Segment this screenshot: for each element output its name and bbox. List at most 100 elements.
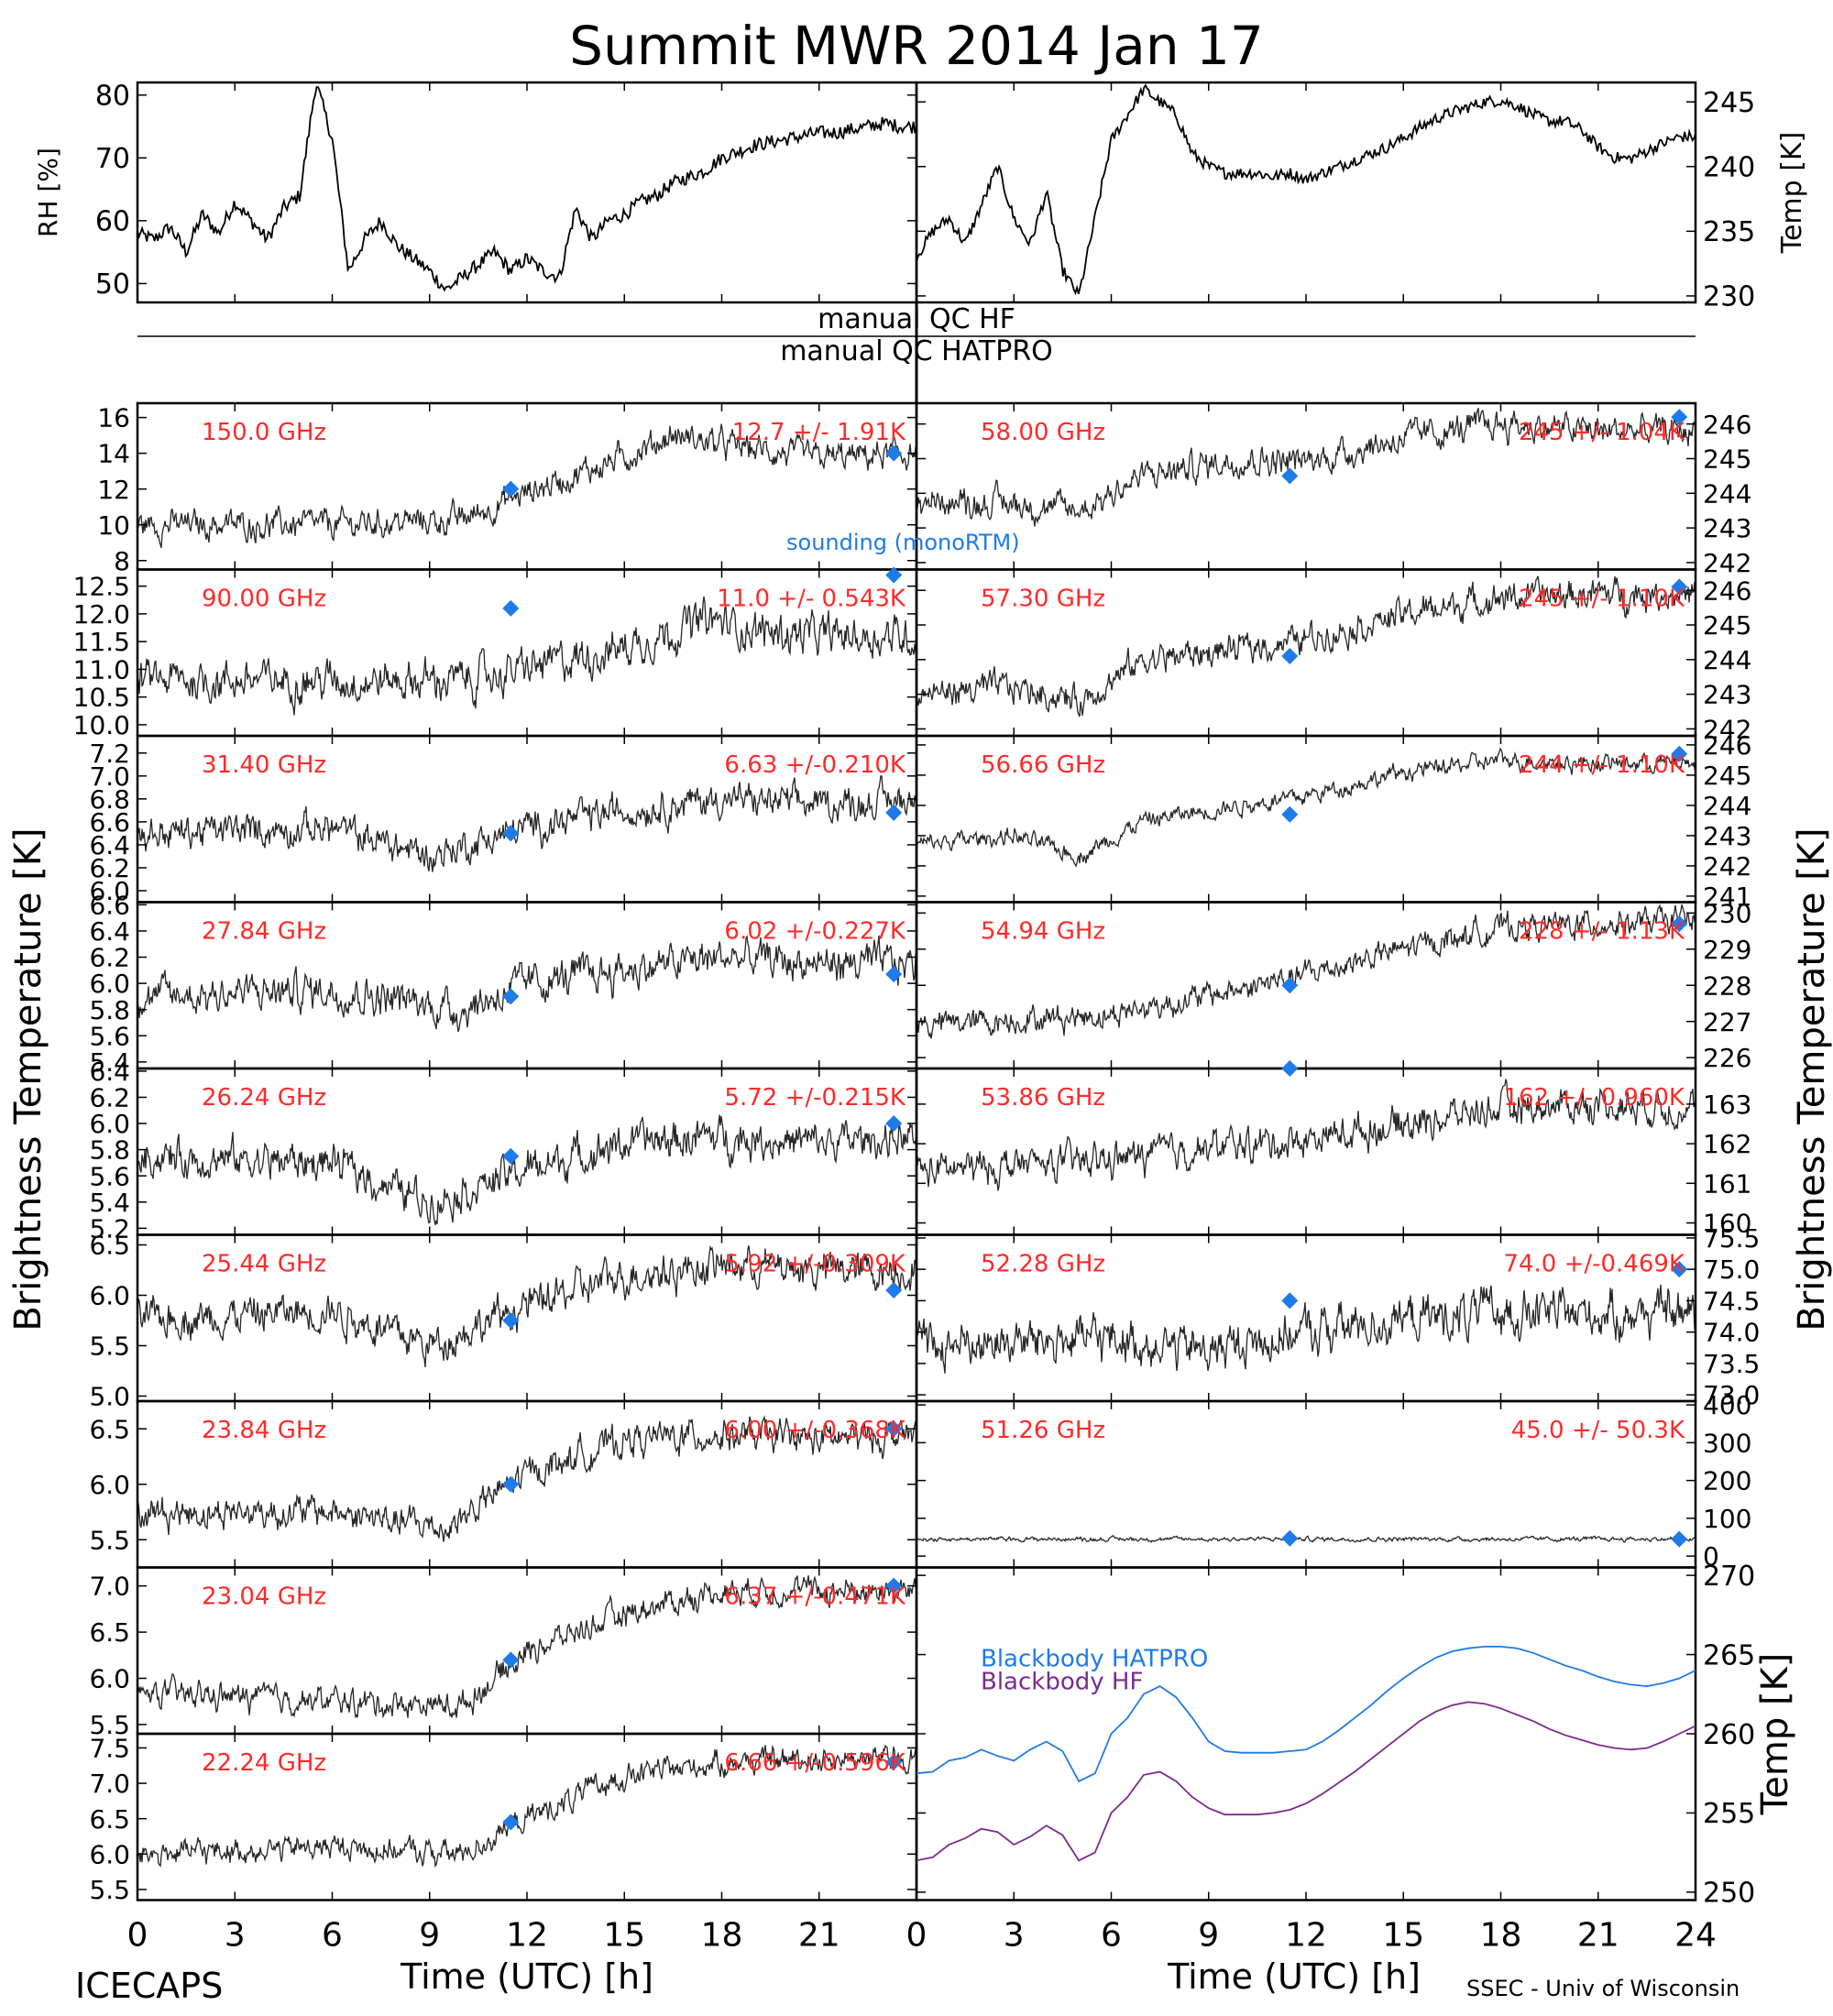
sounding-marker: [1671, 409, 1688, 426]
y-tick-label: 227: [1703, 1007, 1751, 1037]
y-tick-label: 6.0: [89, 1839, 130, 1869]
y-tick-label: 270: [1703, 1561, 1755, 1593]
y-tick-label: 229: [1703, 935, 1751, 965]
sounding-marker: [1671, 745, 1688, 762]
sounding-marker: [885, 966, 903, 983]
x-tick-label: 6: [1101, 1917, 1122, 1955]
sounding-marker: [885, 1753, 903, 1770]
top-panels: 50 60 70 80 RH [%] 230 235 240 245 Temp [K]: [33, 81, 1808, 313]
brightness-temp-series: [137, 934, 917, 1033]
freq-panel: 160 161 162 163 53.86 GHz 162 +/- 0.960K: [915, 1060, 1751, 1239]
freq-label: 23.84 GHz: [202, 1417, 326, 1444]
y-tick-label: 244: [1703, 791, 1751, 821]
brightness-temp-series: [137, 1744, 917, 1868]
y-tick-label: 60: [95, 206, 130, 238]
x-tick-label: 3: [225, 1917, 246, 1955]
stat-label: 162 +/- 0.960K: [1503, 1084, 1685, 1112]
y-tick-label: 0: [1703, 1541, 1719, 1572]
brightness-temp-series: [916, 408, 1696, 527]
freq-panel: 0 100 200 300 400 51.26 GHz 45.0 +/- 50.3K: [915, 1390, 1751, 1572]
freq-label: 23.04 GHz: [202, 1583, 326, 1611]
freq-label: 53.86 GHz: [981, 1084, 1105, 1112]
stat-label: 5.92 +/-0.309K: [724, 1251, 906, 1278]
y-axis-label-left: Brightness Temperature [K]: [7, 827, 49, 1331]
brightness-temp-series: [137, 1114, 917, 1225]
y-tick-label: 6.5: [89, 1804, 130, 1835]
stat-label: 74.0 +/-0.469K: [1503, 1251, 1685, 1278]
y-tick-label: 5.5: [89, 1875, 130, 1905]
x-tick-label: 3: [1004, 1917, 1025, 1955]
sounding-marker: [1671, 915, 1688, 933]
y-tick-label: 7.0: [89, 1769, 130, 1799]
y-tick-label: 5.4: [89, 1188, 130, 1218]
freq-panel: 5.45.65.86.06.26.46.6 27.84 GHz 6.02 +/-0.…: [89, 890, 918, 1078]
y-tick-label: 10.0: [73, 710, 130, 740]
brightness-temp-series: [137, 1415, 917, 1542]
sounding-marker: [885, 566, 903, 584]
sounding-marker: [1281, 467, 1299, 485]
y-tick-label: 162: [1703, 1129, 1751, 1159]
sounding-marker: [1671, 1261, 1688, 1278]
freq-label: 58.00 GHz: [981, 419, 1105, 446]
y-tick-label: 10: [97, 510, 130, 541]
brightness-temp-series: [916, 904, 1696, 1039]
y-tick-label: 6.0: [89, 876, 130, 906]
sounding-marker: [1671, 1530, 1688, 1548]
y-tick-label: 242: [1703, 548, 1751, 578]
air-temp-panel: 230 235 240 245 Temp [K]: [915, 81, 1808, 313]
x-tick-label: 0: [906, 1917, 927, 1955]
y-tick-label: 6.5: [89, 1231, 130, 1261]
sounding-marker: [502, 988, 520, 1005]
y-tick-label: 70: [95, 143, 130, 175]
y-tick-label: 243: [1703, 513, 1751, 543]
x-tick-label: 21: [1577, 1917, 1619, 1955]
y-tick-label: 6.4: [89, 1057, 130, 1087]
sounding-marker: [885, 1420, 903, 1438]
left-frequency-panels: 8 10 12 14 16 150.0 GHz 12.7 +/- 1.91K 10.010.5…: [73, 401, 918, 1905]
rh-series-line: [137, 86, 917, 292]
y-tick-label: 75.0: [1703, 1255, 1760, 1285]
freq-label: 51.26 GHz: [981, 1417, 1105, 1444]
y-tick-label: 7.2: [89, 739, 130, 769]
y-axis-label-right: Brightness Temperature [K]: [1791, 827, 1833, 1331]
legend-blackbody-hatpro: Blackbody HATPRO: [981, 1646, 1208, 1673]
y-tick-label: 6.0: [89, 1470, 130, 1500]
y-tick-label: 160: [1703, 1209, 1751, 1239]
y-tick-label: 245: [1703, 87, 1755, 119]
x-tick-label: 0: [127, 1917, 148, 1955]
y-tick-label: 6.0: [89, 1664, 130, 1694]
rh-panel: 50 60 70 80 RH [%]: [33, 81, 918, 304]
y-tick-label: 400: [1703, 1390, 1751, 1420]
sounding-marker: [885, 444, 903, 462]
sounding-marker: [502, 1651, 520, 1669]
manual-qc-area: manual QC HF manual QC HATPRO: [137, 302, 1696, 403]
freq-panel: 5.5 6.0 6.5 7.0 23.04 GHz 6.37 +/-0.471K: [89, 1566, 918, 1740]
y-tick-label: 11.0: [73, 654, 130, 685]
stat-label: 6.66 +/-0.596K: [724, 1749, 906, 1777]
x-tick-label: 12: [1285, 1917, 1327, 1955]
freq-panel: 10.010.511.011.512.012.5 90.00 GHz 11.0 +/…: [73, 566, 918, 740]
y-tick-label: 80: [95, 81, 130, 113]
freq-label: 26.24 GHz: [202, 1084, 326, 1112]
y-tick-label: 240: [1703, 152, 1755, 184]
freq-panel: 6.06.26.46.66.87.07.2 31.40 GHz 6.63 +/-0.…: [89, 734, 918, 906]
stat-label: 6.63 +/-0.210K: [724, 751, 906, 779]
x-tick-label: 15: [1382, 1917, 1424, 1955]
y-tick-label: 14: [97, 439, 130, 469]
y-tick-label: 6.2: [89, 943, 130, 973]
sounding-marker: [502, 480, 520, 498]
x-tick-label: 12: [506, 1917, 548, 1955]
y-tick-label: 235: [1703, 216, 1755, 248]
x-tick-label: 6: [322, 1917, 343, 1955]
x-tick-label: 21: [798, 1917, 840, 1955]
sounding-marker: [1281, 977, 1299, 994]
stat-label: 245 +/- 1.04K: [1519, 419, 1685, 446]
temp-axis-label: Temp [K]: [1776, 132, 1808, 255]
y-tick-label: 300: [1703, 1428, 1751, 1458]
sounding-marker: [1671, 578, 1688, 596]
y-tick-label: 243: [1703, 821, 1751, 851]
y-tick-label: 5.4: [89, 1047, 130, 1078]
freq-panel: 5.5 6.0 6.5 7.0 7.5 22.24 GHz 6.66 +/-0.596K: [89, 1732, 918, 1905]
